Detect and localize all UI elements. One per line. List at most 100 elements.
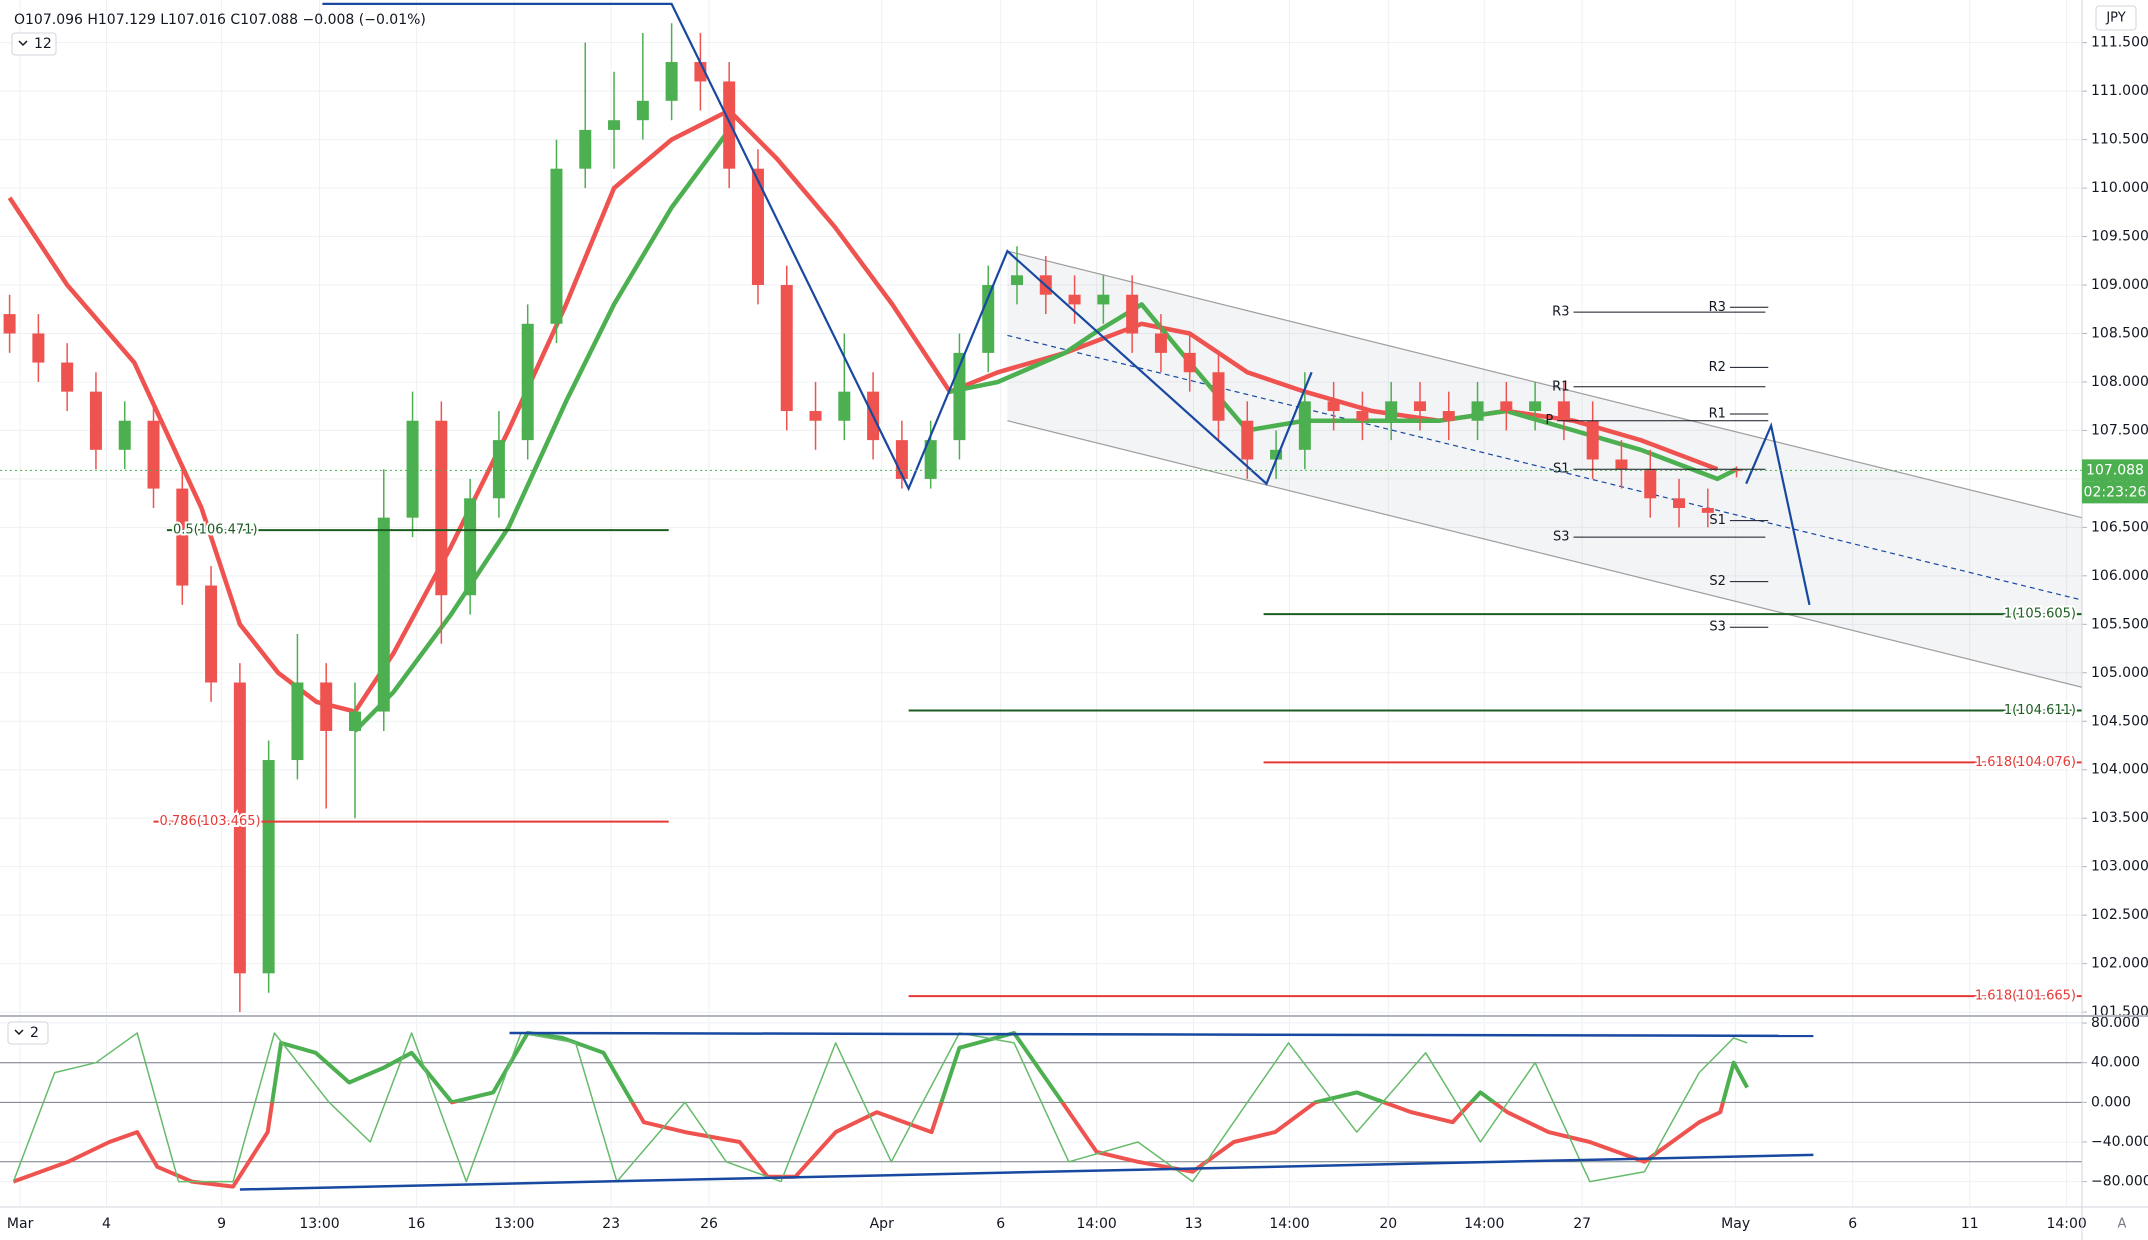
pivot-label: P — [1545, 413, 1553, 428]
candle-body — [147, 420, 160, 489]
osc-trendline — [239, 1153, 1814, 1191]
y-tick-label: 106.500 — [2091, 519, 2148, 535]
axes: 101.500102.000102.500103.000103.500104.0… — [7, 35, 2148, 1232]
candle-body — [464, 498, 477, 596]
y-tick-label: 104.500 — [2091, 713, 2148, 729]
oscillator-line — [12, 1031, 1749, 1189]
x-tick-label: 20 — [1379, 1216, 1397, 1232]
main-grid — [0, 0, 2082, 1015]
candle-body — [1183, 352, 1196, 373]
x-tick-label: 16 — [407, 1216, 425, 1232]
osc-pane — [0, 1031, 2082, 1191]
osc-trendline — [509, 1031, 1814, 1038]
fib-label: 1.618(104.076) — [1975, 755, 2076, 770]
candle-body — [1097, 294, 1110, 305]
x-tick-label: 14:00 — [1464, 1216, 1504, 1232]
candle-body — [348, 711, 361, 731]
pivot-label: S2 — [1709, 574, 1726, 589]
candle-body — [1241, 420, 1254, 460]
candle-body — [723, 81, 736, 169]
pivot-label: R2 — [1709, 360, 1726, 375]
candle-body — [406, 420, 419, 518]
candle-body — [579, 129, 592, 169]
indicator-count: 12 — [34, 36, 52, 52]
y-tick-label: 107.500 — [2091, 422, 2148, 438]
candle-body — [291, 682, 304, 761]
candle-body — [1298, 401, 1311, 450]
candle-body — [320, 682, 333, 731]
y-tick-label: 111.500 — [2091, 35, 2148, 51]
channel-upper — [1007, 250, 2082, 519]
chevron-icon — [14, 1029, 24, 1036]
candle-body — [1557, 401, 1570, 421]
y-tick-label: 40.000 — [2091, 1055, 2140, 1071]
pivot-label: R3 — [1709, 300, 1726, 315]
y-tick-label: 104.000 — [2091, 762, 2148, 778]
candle-body — [1270, 449, 1283, 460]
currency-label: JPY — [2105, 11, 2125, 26]
y-tick-label: −80.000 — [2091, 1174, 2148, 1190]
indicator-toggle[interactable] — [11, 32, 57, 56]
candle-body — [1385, 401, 1398, 421]
y-tick-label: 108.500 — [2091, 325, 2148, 341]
currency-button[interactable] — [2095, 5, 2137, 31]
y-tick-label: 110.500 — [2091, 132, 2148, 148]
candle-body — [550, 168, 563, 324]
chevron-icon — [18, 40, 28, 47]
x-tick-label: 4 — [102, 1216, 111, 1232]
candle-body — [435, 420, 448, 596]
x-tick-label: Mar — [7, 1216, 34, 1232]
candle-body — [809, 411, 822, 421]
candle-body — [176, 488, 189, 586]
ohlc-legend: O107.096 H107.129 L107.016 C107.088 −0.0… — [14, 12, 426, 28]
candle-body — [118, 420, 131, 450]
fib-label: 0.786(103.465) — [160, 814, 261, 829]
y-tick-label: 109.000 — [2091, 277, 2148, 293]
x-tick-label: 13:00 — [494, 1216, 534, 1232]
candle-body — [1356, 411, 1369, 421]
candle-body — [1126, 294, 1139, 334]
candle-body — [3, 314, 16, 334]
y-tick-label: 105.000 — [2091, 665, 2148, 681]
candle-body — [233, 682, 246, 974]
pivot-label: S3 — [1553, 530, 1570, 545]
channel-middle — [1007, 334, 2082, 601]
candle-body — [1413, 401, 1426, 412]
price-tag: 107.088 02:23:26 — [2082, 459, 2148, 504]
candle-body — [924, 440, 937, 479]
candle-body — [665, 62, 678, 101]
x-tick-label: 6 — [1848, 1216, 1857, 1232]
countdown-box — [2082, 481, 2148, 504]
pivot-label: S1 — [1553, 462, 1570, 477]
candle-body — [262, 760, 275, 974]
candle-body — [32, 333, 45, 363]
candle-body — [1701, 507, 1714, 513]
countdown-label: 02:23:26 — [2084, 484, 2147, 500]
x-tick-label: 9 — [217, 1216, 226, 1232]
pivot-label: R3 — [1552, 305, 1569, 320]
x-tick-label: 13:00 — [299, 1216, 339, 1232]
candle-body — [1442, 411, 1455, 421]
main-pane: 0.5(106.471) 0.786(103.465) 1(105.605) 1(10… — [0, 2, 2082, 1013]
y-tick-label: 80.000 — [2091, 1015, 2140, 1031]
osc-toggle[interactable] — [7, 1021, 49, 1045]
x-tick-label: May — [1721, 1216, 1750, 1232]
pivot-label: S3 — [1709, 620, 1726, 635]
candle-body — [1327, 401, 1340, 412]
fib-label: 1(105.605) — [2004, 607, 2076, 622]
osc-count: 2 — [30, 1025, 39, 1041]
last-price-label: 107.088 — [2086, 462, 2144, 478]
y-tick-label: 109.500 — [2091, 229, 2148, 245]
candle-body — [780, 285, 793, 412]
y-tick-label: 103.000 — [2091, 859, 2148, 875]
auto-scale-button[interactable]: A — [2118, 1217, 2127, 1232]
x-tick-label: 11 — [1961, 1216, 1979, 1232]
y-tick-label: 102.000 — [2091, 956, 2148, 972]
pivot-label: R1 — [1552, 379, 1569, 394]
y-tick-label: 106.000 — [2091, 568, 2148, 584]
channel-fill — [1007, 251, 2082, 688]
candle-body — [1586, 420, 1599, 460]
channel-lower — [1007, 420, 2082, 688]
